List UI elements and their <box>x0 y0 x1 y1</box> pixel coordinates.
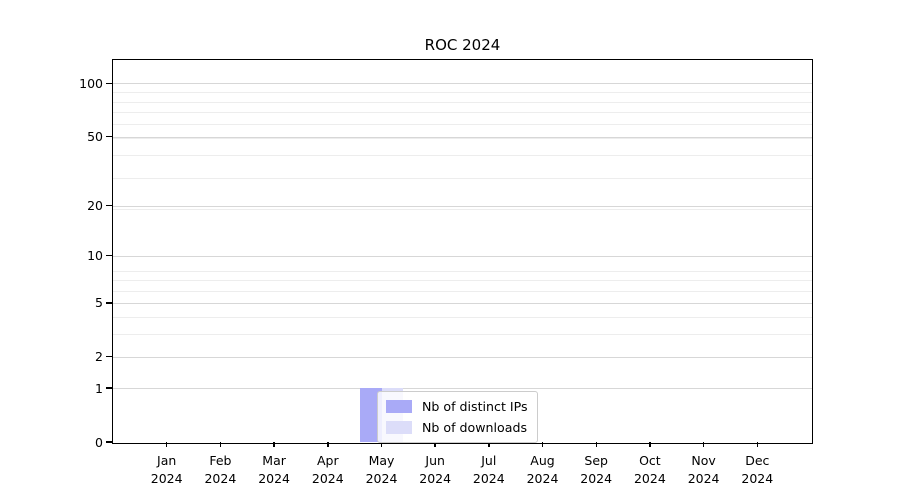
major-gridline <box>113 302 812 304</box>
x-axis-tick-label: Oct 2024 <box>633 453 666 487</box>
y-axis-tick <box>105 135 112 138</box>
minor-gridline <box>113 209 812 211</box>
minor-gridline <box>113 271 812 273</box>
legend-swatch-distinct-ips <box>386 400 412 413</box>
minor-gridline <box>113 177 812 179</box>
major-gridline <box>113 388 812 390</box>
legend-item-downloads: Nb of downloads <box>386 419 528 436</box>
minor-gridline <box>113 138 812 140</box>
x-axis-tick <box>219 442 222 447</box>
minor-gridline <box>113 334 812 336</box>
bar-distinct-ips <box>360 388 382 442</box>
x-axis-tick-label: Sep 2024 <box>580 453 613 487</box>
major-gridline <box>113 205 812 207</box>
major-gridline <box>113 136 812 138</box>
y-axis-tick <box>105 355 112 358</box>
legend-swatch-downloads <box>386 421 412 434</box>
minor-gridline <box>113 111 812 113</box>
minor-gridline <box>113 155 812 157</box>
major-gridline <box>113 255 812 257</box>
y-axis-tick <box>105 204 112 207</box>
x-axis-tick <box>595 442 597 447</box>
x-axis-tick <box>541 442 544 447</box>
plot-area: 0 1 2 5 10 20 50 100 Jan 2024 Feb 2024 Mar 2024 Apr… <box>79 59 813 486</box>
x-axis-tick-label: Apr 2024 <box>311 453 344 487</box>
x-axis-tick <box>434 442 436 447</box>
y-axis-tick <box>105 82 112 85</box>
x-axis-tick-label: Aug 2024 <box>526 453 559 487</box>
x-axis-tick-label: Feb 2024 <box>204 453 237 487</box>
x-axis-tick <box>702 442 705 447</box>
x-axis-tick-label: May 2024 <box>365 453 398 487</box>
legend-label-downloads: Nb of downloads <box>422 420 528 435</box>
minor-gridline <box>113 290 812 292</box>
minor-gridline <box>113 280 812 282</box>
y-axis-tick <box>105 387 112 389</box>
y-axis-tick-label: 0 <box>95 434 103 450</box>
chart-title: ROC 2024 <box>424 36 501 54</box>
minor-gridline <box>113 123 812 125</box>
x-axis-tick-label: Jan 2024 <box>150 453 183 487</box>
major-gridline <box>113 83 812 85</box>
major-gridline <box>113 356 812 358</box>
x-axis-tick-label: Jun 2024 <box>419 453 452 487</box>
y-axis-tick-label: 20 <box>87 198 103 213</box>
x-axis-tick <box>488 442 490 447</box>
y-axis-tick-label: 10 <box>87 248 103 264</box>
legend-item-distinct-ips: Nb of distinct IPs <box>386 398 528 415</box>
x-axis-tick <box>165 442 168 447</box>
x-axis-tick-label: Nov 2024 <box>687 453 720 487</box>
y-axis-tick <box>105 302 112 304</box>
minor-gridline <box>113 101 812 103</box>
x-axis-tick <box>327 442 329 447</box>
y-axis-tick-label: 1 <box>95 380 103 396</box>
x-axis-tick-label: Jul 2024 <box>472 453 505 487</box>
x-axis-tick <box>380 442 383 447</box>
y-axis-tick-label: 100 <box>79 75 103 91</box>
y-axis-tick-label: 5 <box>95 295 103 311</box>
y-axis-tick-label: 50 <box>87 129 103 144</box>
x-axis-tick-label: Dec 2024 <box>741 453 774 487</box>
x-axis-tick-label: Mar 2024 <box>258 453 290 487</box>
y-axis-tick-label: 2 <box>95 349 103 365</box>
x-axis-tick <box>649 442 651 447</box>
x-axis-tick <box>273 442 275 447</box>
legend: Nb of distinct IPs Nb of downloads <box>377 391 538 443</box>
y-axis-tick <box>105 441 112 443</box>
y-axis-tick <box>105 254 112 257</box>
plot-layer: 0 1 2 5 10 20 50 100 Jan 2024 Feb 2024 Mar 2024 Apr… <box>79 60 812 486</box>
minor-gridline <box>113 317 812 318</box>
legend-label-distinct-ips: Nb of distinct IPs <box>422 399 528 414</box>
minor-gridline <box>113 92 812 94</box>
x-axis-tick <box>756 442 759 447</box>
